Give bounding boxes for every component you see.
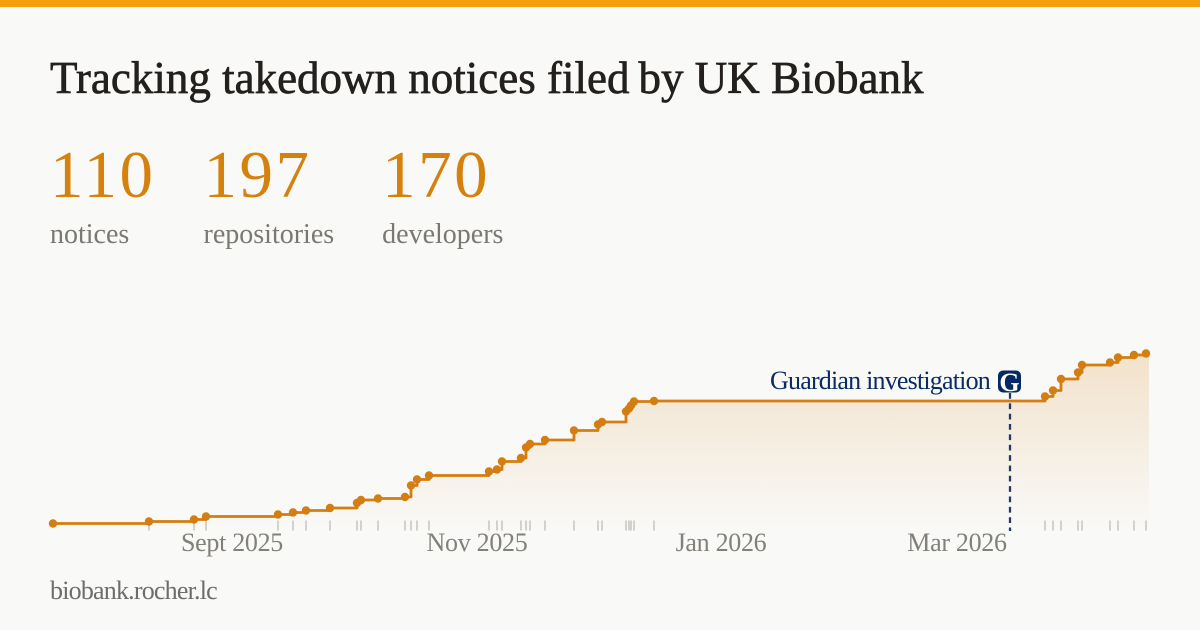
- svg-text:Guardian investigation: Guardian investigation: [770, 366, 991, 395]
- svg-text:Jan 2026: Jan 2026: [676, 528, 767, 557]
- svg-text:Sept 2025: Sept 2025: [181, 528, 283, 557]
- svg-text:Nov 2025: Nov 2025: [427, 528, 528, 557]
- svg-text:Mar 2026: Mar 2026: [907, 528, 1007, 557]
- svg-text:G: G: [999, 368, 1019, 397]
